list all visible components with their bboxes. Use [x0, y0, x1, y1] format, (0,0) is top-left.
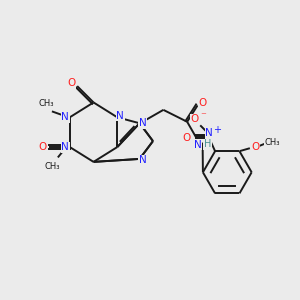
- Text: CH₃: CH₃: [44, 162, 60, 171]
- Text: O: O: [67, 78, 75, 88]
- Text: CH₃: CH₃: [38, 99, 54, 108]
- Text: +: +: [213, 125, 220, 135]
- Text: H: H: [204, 139, 211, 149]
- Text: O: O: [39, 142, 47, 152]
- Text: O: O: [251, 142, 259, 152]
- Text: O: O: [191, 114, 199, 124]
- Text: N: N: [205, 128, 213, 138]
- Text: N: N: [139, 155, 146, 165]
- Text: N: N: [194, 140, 201, 150]
- Text: ⁻: ⁻: [200, 111, 206, 121]
- Text: N: N: [61, 112, 69, 122]
- Text: O: O: [183, 133, 191, 143]
- Text: N: N: [61, 142, 69, 152]
- Text: N: N: [116, 111, 124, 121]
- Text: N: N: [139, 118, 146, 128]
- Text: CH₃: CH₃: [264, 138, 280, 147]
- Text: O: O: [199, 98, 207, 108]
